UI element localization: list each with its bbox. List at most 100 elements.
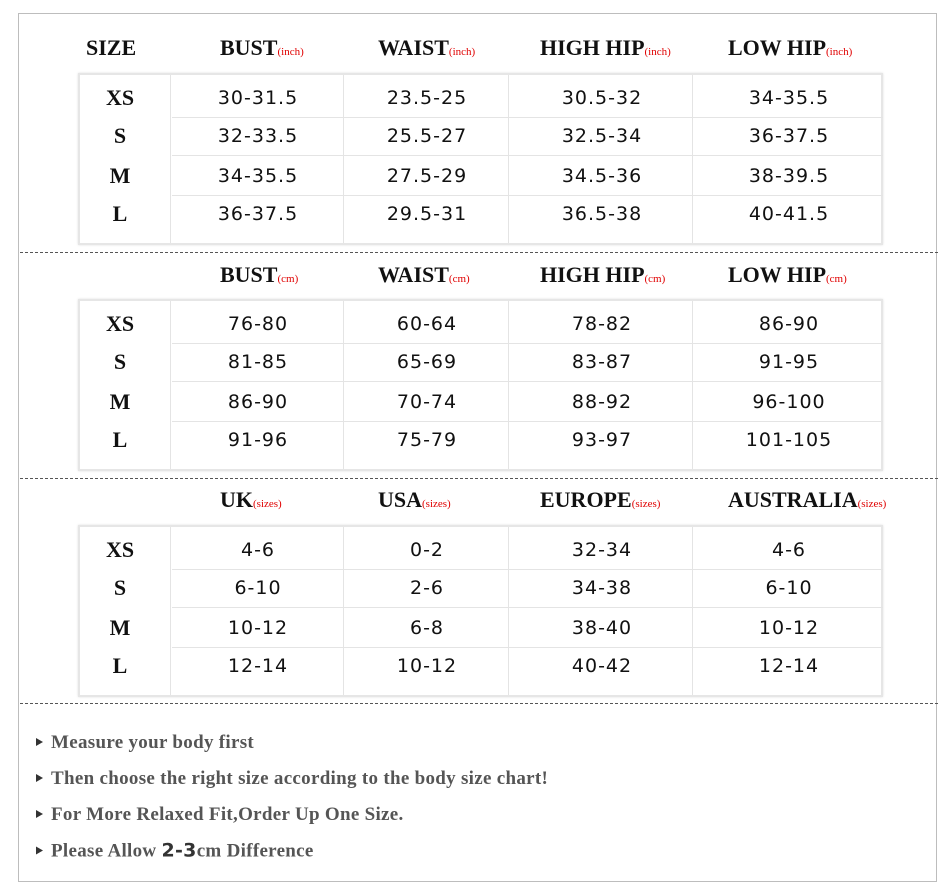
bullet [36,738,43,746]
dashed-separator [20,703,938,704]
column-name: UK [220,487,253,512]
measurement: 0-2 [409,539,445,561]
size-label: S [113,123,127,148]
measurement: 101-105 [745,429,833,451]
size-table: XS 4-6 0-2 32-34 4-6 S 6-10 2-6 34-38 6-10 M 10-12 6… [78,525,883,697]
measurement: 38-40 [571,617,633,639]
size-table: XS 76-80 60-64 78-82 86-90 S 81-85 65-69 83-87 91… [78,299,883,471]
measurement: 91-96 [227,429,289,451]
column-name: BUST [220,35,278,60]
column-name: LOW HIP [728,35,827,60]
column-name: BUST [220,262,278,287]
column-header: WAIST(cm) [378,262,470,288]
size-label: S [113,575,127,600]
column-unit: (sizes) [422,498,451,510]
column-name: EUROPE [540,487,632,512]
column-unit: (cm) [644,273,666,285]
column-unit: (cm) [277,273,299,285]
column-name: WAIST [378,262,449,287]
measurement: 27.5-29 [386,165,468,187]
column-divider [170,527,171,695]
column-header: EUROPE(sizes) [540,487,660,513]
column-name: LOW HIP [728,262,827,287]
measurement: 40-42 [571,655,633,677]
measurement: 88-92 [571,391,633,413]
measurement: 10-12 [396,655,458,677]
column-unit: (inch) [448,46,476,58]
measurement: 70-74 [396,391,458,413]
column-header: UK(sizes) [220,487,282,513]
measurement: 30.5-32 [561,87,643,109]
measurement: 32-33.5 [217,125,299,147]
measurement: 12-14 [227,655,289,677]
column-header: HIGH HIP(cm) [540,262,665,288]
column-header: AUSTRALIA(sizes) [728,487,886,513]
column-name: USA [378,487,423,512]
note-text: Measure your body first [51,732,255,753]
column-header: USA(sizes) [378,487,451,513]
size-label: L [112,653,128,678]
measurement: 75-79 [396,429,458,451]
measurement: 34-38 [571,577,633,599]
size-label: XS [105,311,135,336]
column-header: LOW HIP(inch) [728,35,852,61]
measurement: 93-97 [571,429,633,451]
measurement: 96-100 [752,391,826,413]
row-divider [172,117,883,118]
measurement: 32.5-34 [561,125,643,147]
column-header: HIGH HIP(inch) [540,35,671,61]
measurement: 6-10 [765,577,813,599]
size-label: M [109,389,131,414]
column-unit: (sizes) [631,498,661,510]
measurement: 78-82 [571,313,633,335]
column-divider [692,75,693,243]
column-name: AUSTRALIA [728,487,858,512]
column-divider [508,75,509,243]
column-divider [692,301,693,469]
note-text: Please Allow [51,840,157,862]
column-unit: (inch) [826,46,853,58]
column-divider [508,527,509,695]
column-header: BUST(inch) [220,35,304,61]
measurement: 36.5-38 [561,203,643,225]
note-text: For More Relaxed Fit,Order Up One Size. [51,804,404,825]
measurement: 30-31.5 [217,87,299,109]
column-divider [692,527,693,695]
measurement: 36-37.5 [217,203,299,225]
measurement: 10-12 [227,617,289,639]
measurement: 4-6 [771,539,807,561]
measurement: 36-37.5 [748,125,830,147]
measurement: 60-64 [396,313,458,335]
note-text-end: cm Difference [196,840,314,862]
size-label: L [112,427,128,452]
measurement: 6-8 [409,617,445,639]
column-unit: (cm) [448,273,470,285]
column-unit: (inch) [277,46,304,58]
measurement: 25.5-27 [386,125,468,147]
measurement: 81-85 [227,351,289,373]
measurement: 34-35.5 [217,165,299,187]
note-emphasis: 2-3 [161,839,197,862]
size-label: M [109,615,131,640]
column-divider [343,301,344,469]
row-divider [172,343,883,344]
measurement: 10-12 [758,617,820,639]
column-unit: (inch) [644,46,671,58]
column-unit: (sizes) [857,498,887,510]
column-divider [170,75,171,243]
column-divider [508,301,509,469]
size-label: M [109,163,131,188]
measurement: 65-69 [396,351,458,373]
column-divider [170,301,171,469]
note: Then choose the right size according to … [36,768,548,790]
bullet [36,774,43,782]
size-header: SIZE [86,35,137,60]
measurement: 29.5-31 [386,203,468,225]
measurement: 38-39.5 [748,165,830,187]
measurement: 4-6 [240,539,276,561]
measurement: 32-34 [571,539,633,561]
column-name: HIGH HIP [540,35,645,60]
column-unit: (sizes) [253,498,282,510]
size-label: L [112,201,128,226]
measurement: 86-90 [227,391,289,413]
